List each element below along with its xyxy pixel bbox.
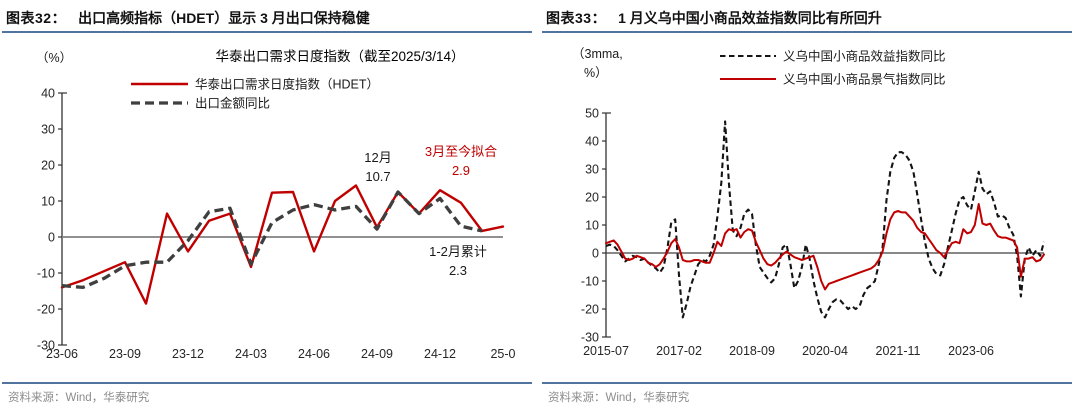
axis-unit-label: （3mma, (572, 47, 623, 61)
x-tick-label: 2018-09 (729, 344, 775, 358)
x-tick-label: 24-03 (235, 347, 267, 361)
dec-value-note: 12月 10.7 (364, 150, 391, 184)
y-tick-label: 40 (41, 87, 55, 101)
y-tick-label: 0 (48, 231, 55, 245)
x-tick-label: 2021-11 (876, 344, 921, 358)
chart-title: 华泰出口需求日度指数（截至2025/3/14） (215, 49, 464, 64)
jan-feb-cum-note: 1-2月累计 2.3 (429, 244, 487, 278)
x-tick-label: 2020-04 (802, 344, 848, 358)
x-tick-label: 24-12 (424, 347, 456, 361)
figure-32-header: 图表32： 出口高频指标（HDET）显示 3 月出口保持稳健 (6, 8, 530, 28)
y-tick-label: 20 (585, 191, 599, 205)
figure-32-footer-rule (2, 382, 532, 384)
legend-label-hdet-line: 华泰出口需求日度指数（HDET） (195, 77, 379, 92)
x-tick-label: 24-09 (361, 347, 393, 361)
x-tick-label: 2015-07 (583, 344, 629, 358)
figure-32-title: 出口高频指标（HDET）显示 3 月出口保持稳健 (78, 10, 370, 26)
y-tick-label: 40 (585, 135, 599, 149)
x-tick-label: 23-12 (172, 347, 204, 361)
figure-33-source: 资料来源：Wind，华泰研究 (548, 392, 690, 404)
y-tick-label: -10 (37, 267, 55, 281)
yiwu-benefit-line (605, 120, 1046, 319)
legend-label-export-yoy-line: 出口金额同比 (195, 96, 270, 111)
legend: 华泰出口需求日度指数（HDET） 出口金额同比 (131, 77, 379, 111)
figure-32-label: 图表32： (6, 10, 67, 26)
legend-label-yiwu-benefit-line: 义乌中国小商品效益指数同比 (783, 49, 946, 64)
x-axis-labels: 2015-07 2017-02 2018-09 2020-04 2021-11 2023-… (583, 344, 994, 358)
figure-33-title: 1 月义乌中国小商品效益指数同比有所回升 (618, 10, 882, 26)
y-tick-label: 0 (592, 247, 599, 261)
x-tick-label: 2017-02 (656, 344, 702, 358)
export-yoy-line (61, 190, 483, 290)
y-axis: 50 40 30 20 10 0 -10 -20 -30 (581, 107, 611, 345)
figure-33-header-rule (542, 31, 1072, 33)
axis-unit-label: （%） (36, 51, 72, 65)
y-tick-label: 20 (41, 159, 55, 173)
figure-33-panel: 图表33： 1 月义乌中国小商品效益指数同比有所回升 （3mma, %） 50 40 30… (540, 0, 1080, 414)
y-tick-label: -20 (37, 303, 55, 317)
axis-unit-label: %） (584, 66, 608, 80)
y-tick-label: 50 (585, 107, 599, 121)
x-tick-label: 2023-06 (948, 344, 994, 358)
y-tick-label: 10 (41, 195, 55, 209)
y-tick-label: 10 (585, 219, 599, 233)
figure-32-header-rule (2, 31, 532, 33)
y-axis: 40 30 20 10 0 -10 -20 -30 (37, 87, 67, 353)
x-tick-label: 24-06 (298, 347, 330, 361)
x-axis-labels: 23-06 23-09 23-12 24-03 24-06 24-09 24-12 25-0 (46, 347, 516, 361)
legend-label-yiwu-boom-line: 义乌中国小商品景气指数同比 (783, 72, 946, 87)
y-tick-label: 30 (585, 163, 599, 177)
figure-32-panel: 图表32： 出口高频指标（HDET）显示 3 月出口保持稳健 （%） 华泰出口需求日… (2, 8, 532, 404)
figure-32-source: 资料来源：Wind，华泰研究 (8, 392, 150, 404)
x-tick-label: 23-06 (46, 347, 78, 361)
y-tick-label: -30 (581, 331, 599, 345)
y-tick-label: -30 (37, 339, 55, 353)
figure-33-header: 图表33： 1 月义乌中国小商品效益指数同比有所回升 (546, 8, 1070, 28)
y-tick-label: -10 (581, 275, 599, 289)
x-tick-label: 23-09 (109, 347, 141, 361)
figure-33-label: 图表33： (546, 10, 607, 26)
hdet-line (60, 184, 505, 305)
x-tick-label: 25-0 (490, 347, 515, 361)
y-tick-label: 30 (41, 123, 55, 137)
yiwu-boom-line (605, 203, 1045, 291)
export-hdet-chart: （%） 华泰出口需求日度指数（截至2025/3/14） 40 30 20 10 0 -10 -2… (36, 49, 516, 361)
march-fit-note: 3月至今拟合 2.9 (425, 144, 497, 178)
y-tick-label: -20 (581, 303, 599, 317)
figure-33-footer-rule (542, 382, 1072, 384)
